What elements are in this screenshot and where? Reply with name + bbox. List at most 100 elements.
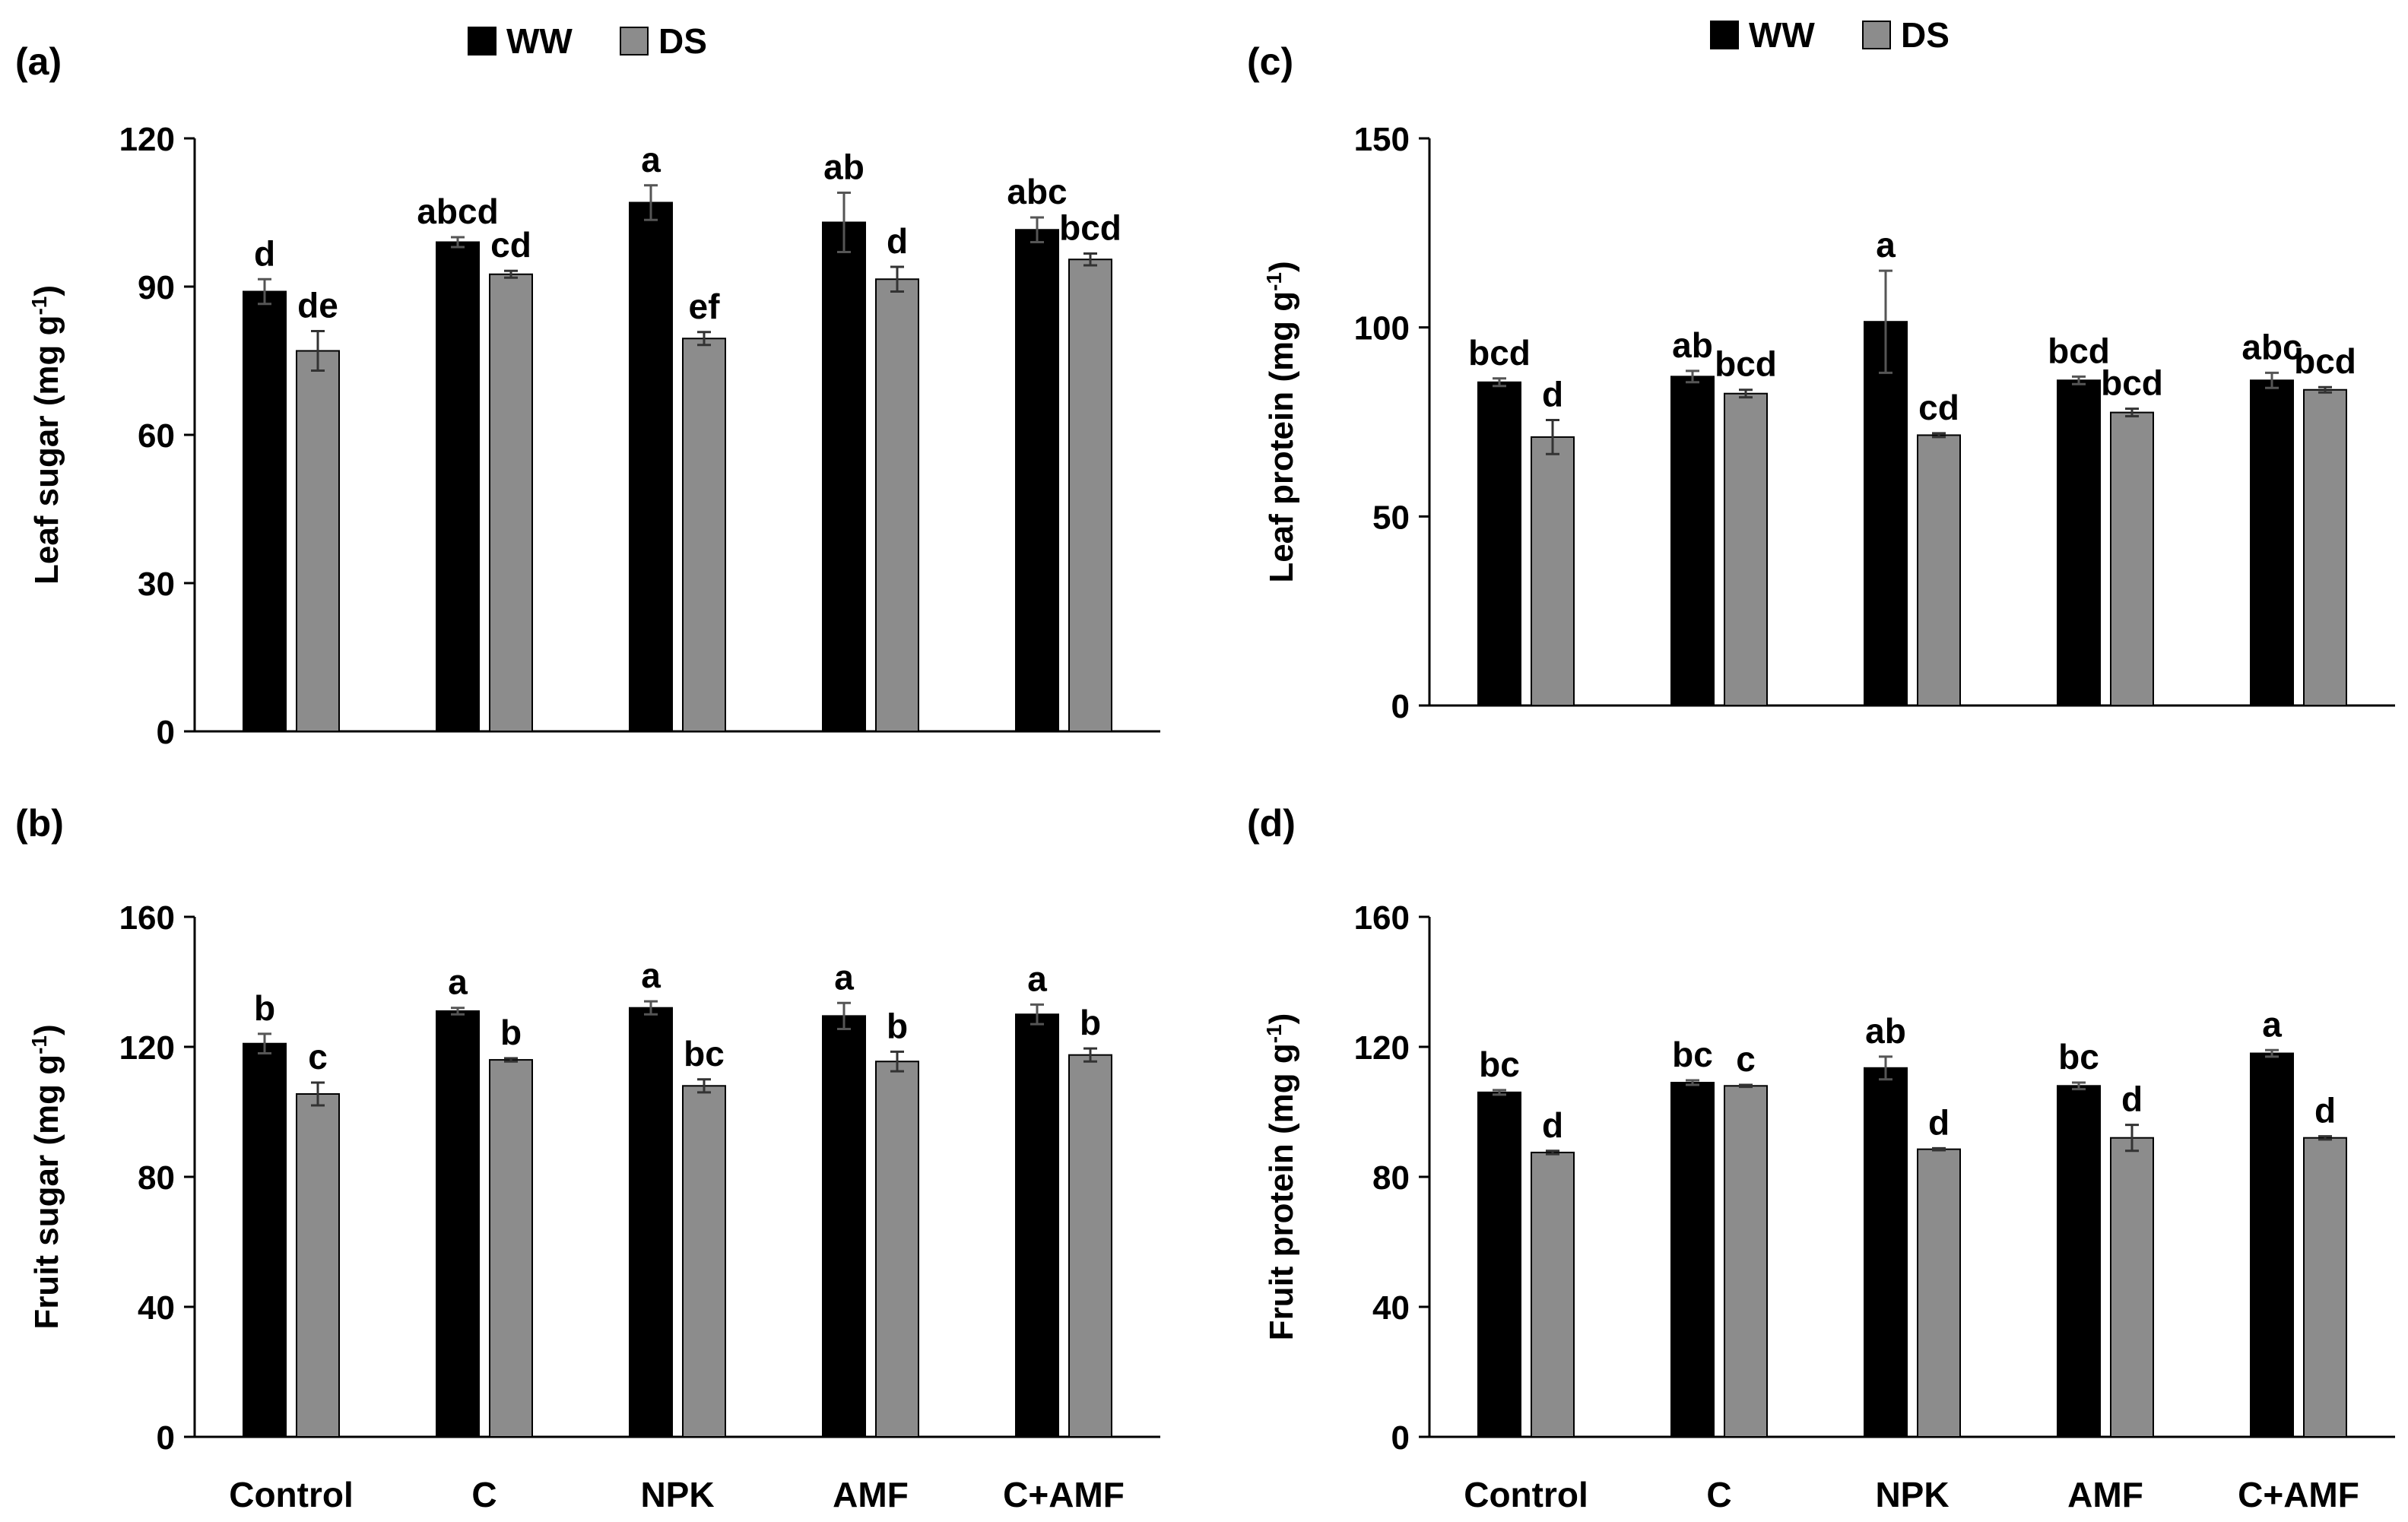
bar-ww-npk	[629, 1007, 673, 1438]
x-tick-label: AMF	[2067, 1475, 2143, 1514]
error-bar	[697, 331, 711, 347]
error-bar	[311, 330, 325, 372]
legend-label-ww: WW	[1749, 15, 1815, 55]
y-tick-label: 0	[157, 714, 175, 751]
significance-letter: b	[254, 988, 275, 1028]
bar-ds-control	[296, 350, 340, 732]
bar-ds-c+amf	[2303, 1137, 2347, 1438]
bar-ww-control	[1477, 381, 1521, 706]
error-bar	[837, 1001, 851, 1030]
bar-ww-amf	[822, 1015, 866, 1438]
y-tick-label: 0	[157, 1419, 175, 1457]
bar-ww-c+amf	[2250, 379, 2294, 706]
error-bar	[1546, 1149, 1559, 1156]
bar-ds-amf	[2110, 1137, 2154, 1438]
error-bar	[1030, 1003, 1044, 1026]
y-tick-label: 120	[1354, 1029, 1410, 1067]
error-bar	[697, 1078, 711, 1094]
error-bar	[1493, 377, 1506, 388]
error-bar	[1879, 1055, 1892, 1081]
significance-letter: bcd	[2048, 331, 2110, 370]
x-tick-label: C+AMF	[1003, 1475, 1125, 1514]
chart-panel-2: (c) WW DS 0 50 100 150 Leaf protein (mg g-1) bcd…	[1247, 15, 2395, 725]
y-tick-label: 30	[138, 566, 175, 603]
significance-letter: ab	[823, 147, 865, 187]
x-tick-label: Control	[1464, 1475, 1588, 1514]
error-bar	[837, 192, 851, 253]
bar-ww-c	[436, 1010, 480, 1438]
x-tick-label: Control	[229, 1475, 354, 1514]
bar-ds-c+amf	[2303, 388, 2347, 707]
significance-letter: b	[887, 1006, 908, 1045]
legend: WW DS	[468, 21, 707, 61]
error-bar	[1932, 1146, 1946, 1152]
bar-ds-c	[1724, 392, 1768, 706]
y-tick-label: 120	[119, 121, 175, 158]
bar-ww-control	[243, 290, 287, 732]
error-bar	[1083, 1047, 1097, 1063]
bar-ww-amf	[822, 221, 866, 732]
y-tick-label: 0	[1391, 1419, 1410, 1457]
significance-letter: a	[641, 956, 661, 995]
error-bar	[451, 236, 465, 249]
x-tick-label: NPK	[640, 1475, 714, 1514]
y-tick-label: 60	[138, 417, 175, 455]
error-bar	[258, 1032, 271, 1055]
y-tick-label: 120	[119, 1029, 175, 1067]
error-bar	[504, 1057, 518, 1063]
legend-label-ds: DS	[658, 21, 707, 61]
error-bar	[1493, 1089, 1506, 1096]
significance-letter: b	[1080, 1003, 1101, 1042]
legend-swatch-ww	[1710, 21, 1739, 49]
error-bar	[1686, 1079, 1699, 1086]
error-bar	[2265, 1048, 2279, 1058]
significance-letter: bcd	[1715, 344, 1777, 384]
y-tick-label: 160	[119, 899, 175, 937]
legend-swatch-ds	[1862, 21, 1891, 49]
panel-label: (c)	[1247, 40, 1293, 83]
bar-ww-c	[1670, 376, 1715, 706]
x-tick-label: C	[1706, 1475, 1731, 1514]
bar-ww-amf	[2057, 1085, 2101, 1438]
significance-letter: abcd	[417, 192, 498, 231]
x-tick-label: AMF	[833, 1475, 909, 1514]
bar-ds-c	[489, 273, 533, 732]
bar-ds-c+amf	[1068, 1054, 1112, 1438]
x-tick-label: NPK	[1875, 1475, 1949, 1514]
error-bar	[1686, 369, 1699, 384]
legend-swatch-ds	[620, 27, 649, 55]
significance-letter: bc	[1479, 1045, 1520, 1084]
y-tick-label: 150	[1354, 121, 1410, 158]
y-tick-label: 80	[138, 1159, 175, 1197]
error-bar	[1083, 252, 1097, 267]
error-bar	[644, 1000, 658, 1016]
error-bar	[2265, 371, 2279, 389]
bar-ww-c+amf	[1015, 1013, 1059, 1438]
significance-letter: a	[448, 962, 468, 1002]
significance-letter: a	[1876, 225, 1896, 265]
significance-letter: d	[254, 233, 275, 273]
bar-ww-c	[1670, 1082, 1715, 1438]
error-bar	[2318, 1135, 2332, 1141]
bar-ds-control	[296, 1092, 340, 1438]
panel-label: (d)	[1247, 802, 1296, 845]
x-tick-label: C	[471, 1475, 497, 1514]
significance-letter: d	[2314, 1091, 2336, 1130]
y-tick-label: 100	[1354, 310, 1410, 347]
significance-letter: a	[641, 140, 661, 179]
y-axis-title: Leaf protein (mg g-1)	[1262, 261, 1301, 582]
bar-ds-npk	[682, 338, 726, 732]
bar-ds-c	[489, 1059, 533, 1438]
legend-label-ww: WW	[506, 21, 573, 61]
error-bar	[890, 1050, 904, 1073]
bar-ds-amf	[2110, 411, 2154, 706]
error-bar	[504, 269, 518, 279]
significance-letter: d	[887, 221, 908, 261]
significance-letter: ab	[1672, 325, 1713, 365]
significance-letter: bcd	[2101, 363, 2163, 403]
error-bar	[1030, 216, 1044, 243]
bar-ds-npk	[682, 1085, 726, 1438]
bar-ds-control	[1531, 436, 1575, 706]
